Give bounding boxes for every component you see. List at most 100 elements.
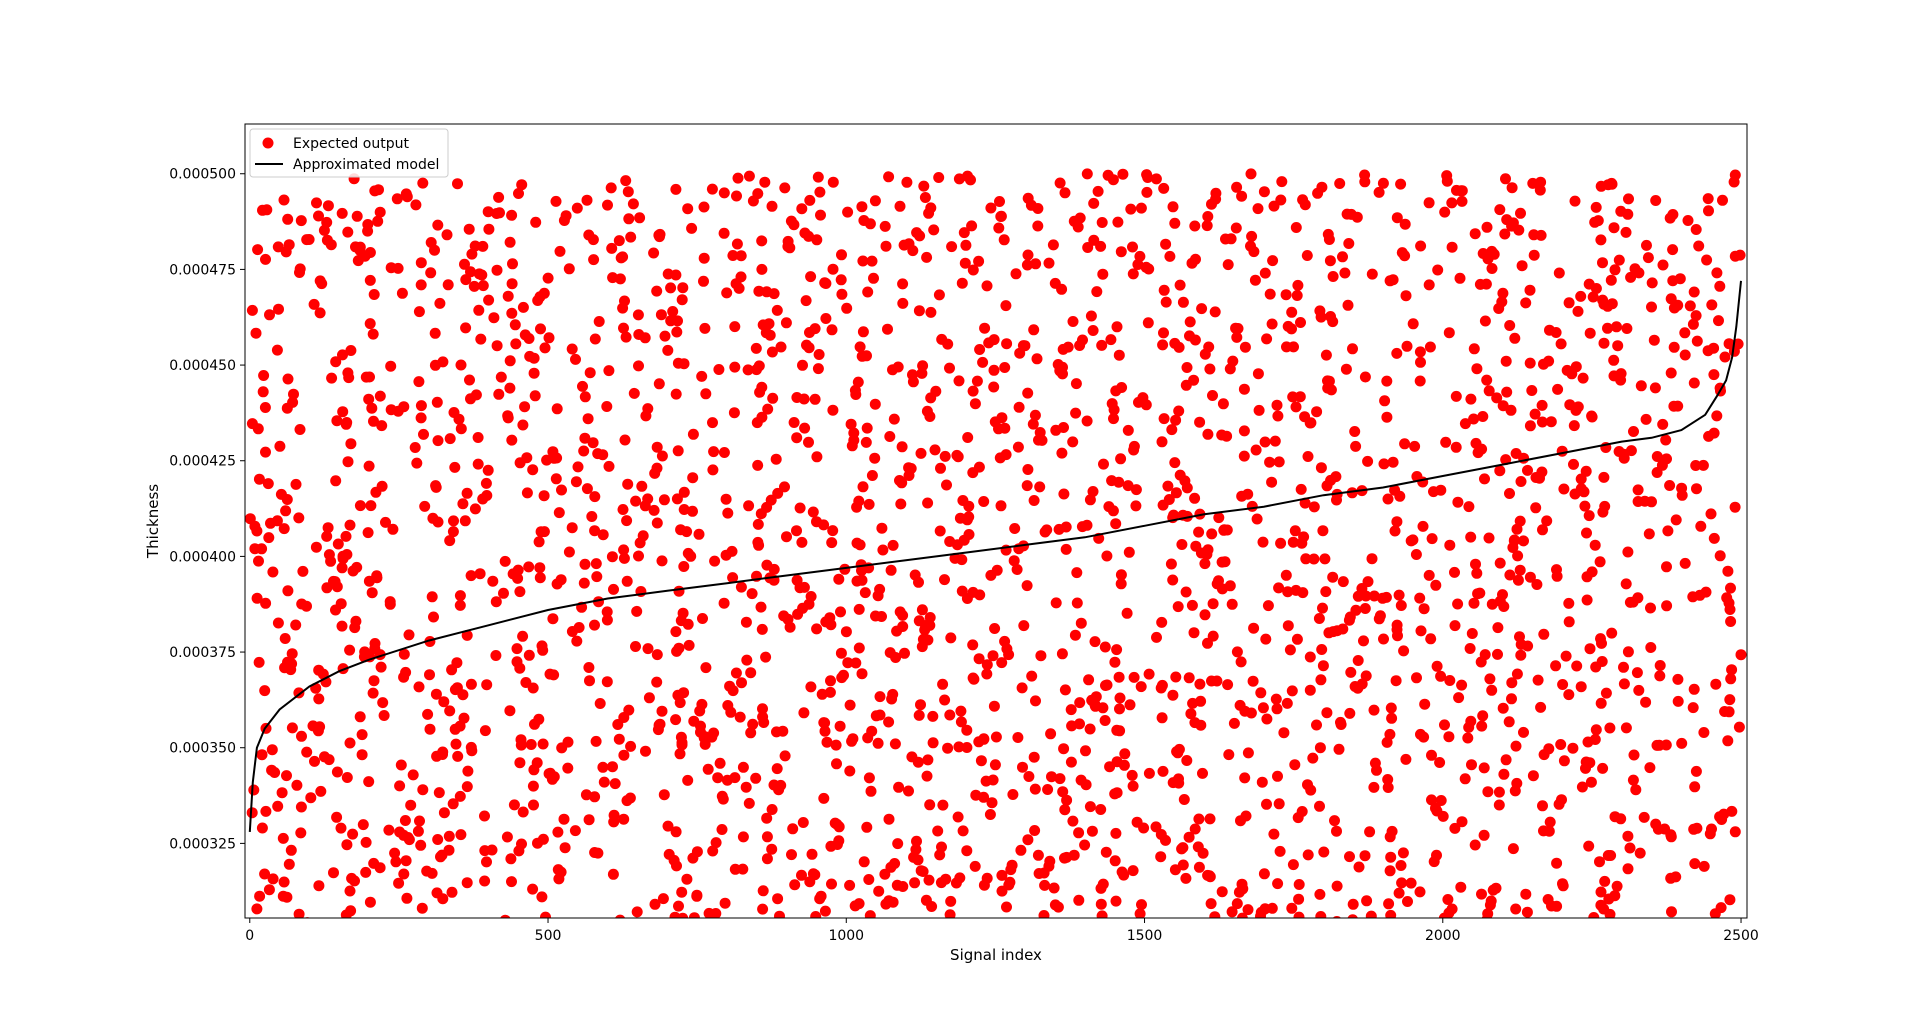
scatter-point [819, 725, 831, 737]
scatter-point [325, 239, 337, 251]
scatter-point [466, 745, 478, 757]
scatter-point [1583, 278, 1595, 290]
scatter-point [1620, 578, 1632, 590]
scatter-point [1102, 169, 1114, 181]
scatter-point [578, 445, 590, 457]
scatter-point [1581, 594, 1593, 606]
scatter-point [1463, 501, 1475, 513]
scatter-point [614, 273, 626, 285]
scatter-point [1141, 169, 1153, 181]
scatter-point [1690, 310, 1702, 322]
scatter-point [1293, 911, 1305, 918]
scatter-point [360, 836, 372, 848]
scatter-point [710, 837, 722, 849]
scatter-point [266, 744, 278, 756]
scatter-point [1665, 293, 1677, 305]
scatter-point [954, 872, 966, 884]
scatter-point [321, 582, 333, 594]
scatter-point [1449, 822, 1461, 834]
scatter-point [623, 704, 635, 716]
scatter-point [1510, 903, 1522, 915]
scatter-point [1536, 416, 1548, 428]
scatter-point [1664, 480, 1676, 491]
scatter-point [1701, 254, 1713, 266]
scatter-point [670, 269, 682, 281]
scatter-point [1110, 385, 1122, 397]
scatter-point [415, 257, 427, 269]
scatter-point [830, 739, 842, 751]
scatter-point [1136, 899, 1147, 911]
scatter-point [506, 876, 517, 888]
scatter-point [426, 591, 438, 603]
scatter-point [331, 766, 343, 778]
scatter-point [820, 278, 832, 289]
scatter-point [628, 387, 640, 399]
scatter-point [1096, 339, 1108, 351]
scatter-point [1476, 720, 1488, 732]
scatter-point [1184, 316, 1196, 328]
scatter-point [844, 879, 856, 891]
scatter-point [1602, 322, 1613, 334]
scatter-point [1353, 861, 1365, 873]
scatter-point [1714, 280, 1726, 292]
scatter-point [1608, 222, 1620, 234]
scatter-point [791, 921, 802, 932]
scatter-point [1155, 851, 1167, 863]
scatter-point [1238, 450, 1250, 462]
scatter-point [800, 295, 812, 307]
scatter-point [1022, 834, 1034, 846]
scatter-point [254, 890, 266, 902]
scatter-point [1443, 731, 1455, 743]
scatter-point [960, 239, 972, 251]
scatter-point [548, 669, 560, 681]
scatter-point [718, 227, 730, 239]
scatter-point [826, 878, 837, 890]
scatter-point [989, 416, 1001, 428]
scatter-point [1223, 749, 1235, 761]
scatter-point [1344, 707, 1356, 719]
scatter-point [1261, 713, 1273, 725]
scatter-point [1050, 597, 1062, 609]
scatter-point [547, 613, 559, 625]
scatter-point [1373, 186, 1385, 198]
scatter-point [1613, 254, 1625, 266]
scatter-point [939, 574, 950, 586]
scatter-point [1405, 877, 1417, 889]
scatter-point [275, 488, 287, 500]
scatter-point [746, 588, 758, 600]
scatter-point [1247, 675, 1259, 687]
scatter-point [1693, 240, 1705, 252]
scatter-point [372, 215, 384, 227]
scatter-point [519, 401, 531, 413]
scatter-point [1073, 894, 1085, 906]
scatter-point [1661, 600, 1673, 612]
scatter-point [406, 928, 417, 939]
scatter-point [1227, 355, 1239, 367]
scatter-point [665, 282, 677, 294]
scatter-point [1615, 205, 1627, 217]
scatter-point [933, 172, 945, 183]
scatter-point [523, 649, 535, 661]
scatter-point [968, 673, 980, 685]
scatter-point [1564, 399, 1576, 411]
scatter-point [368, 289, 380, 300]
scatter-point [342, 456, 354, 468]
scatter-point [1221, 430, 1233, 442]
scatter-point [978, 733, 990, 745]
scatter-point [752, 459, 764, 471]
scatter-point [442, 279, 454, 291]
scatter-point [303, 234, 315, 245]
scatter-point [1115, 453, 1127, 465]
scatter-point [1501, 386, 1513, 398]
scatter-point [1231, 646, 1243, 658]
scatter-point [473, 304, 485, 316]
scatter-point [995, 500, 1007, 512]
scatter-point [548, 452, 560, 464]
scatter-point [1117, 168, 1129, 180]
scatter-point [1317, 602, 1328, 614]
scatter-point [1595, 234, 1607, 246]
scatter-point [277, 890, 289, 902]
scatter-point [814, 893, 826, 905]
scatter-point [981, 928, 992, 939]
